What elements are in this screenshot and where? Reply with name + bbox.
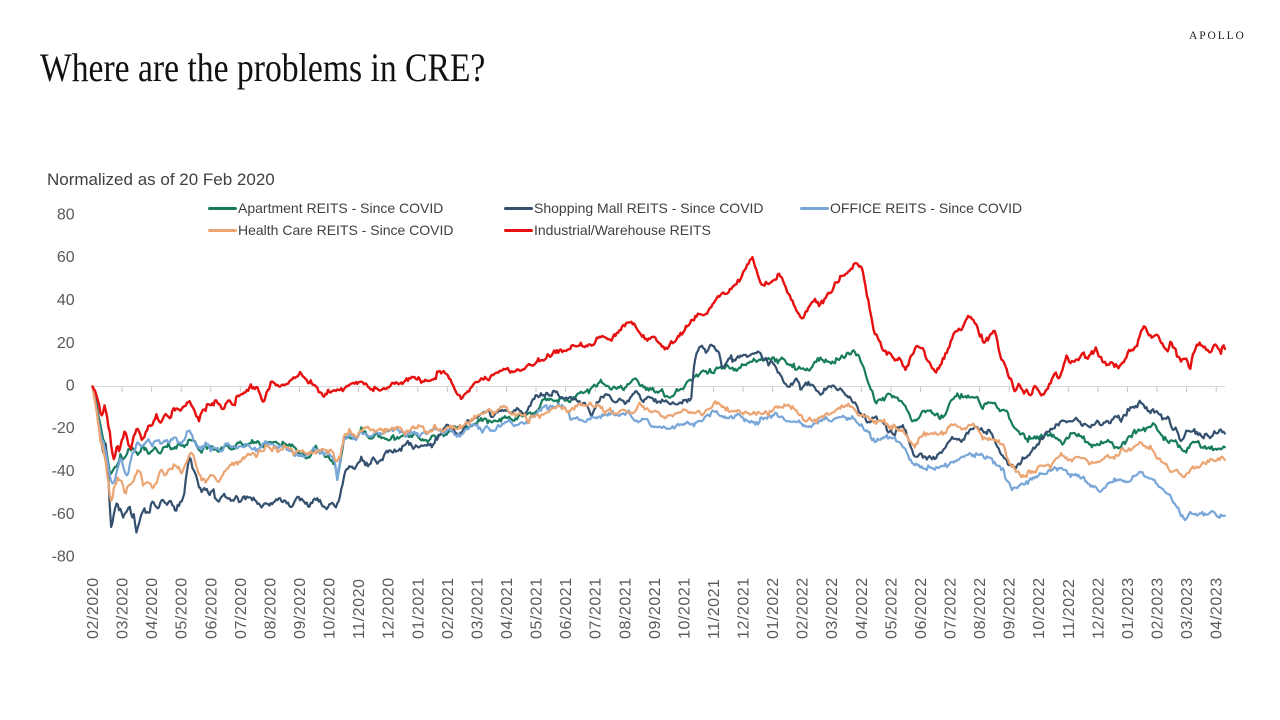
svg-text:10/2022: 10/2022 (1031, 577, 1048, 639)
svg-text:04/2020: 04/2020 (144, 577, 161, 639)
svg-text:11/2022: 11/2022 (1061, 579, 1078, 640)
svg-text:05/2022: 05/2022 (883, 577, 900, 639)
svg-text:09/2022: 09/2022 (1002, 577, 1019, 639)
svg-text:12/2022: 12/2022 (1090, 577, 1107, 639)
svg-text:06/2020: 06/2020 (203, 577, 220, 639)
svg-text:06/2021: 06/2021 (558, 577, 575, 639)
svg-text:60: 60 (57, 249, 75, 266)
svg-text:80: 80 (57, 207, 75, 224)
svg-text:04/2022: 04/2022 (854, 577, 871, 639)
svg-text:-20: -20 (52, 420, 75, 437)
svg-text:03/2022: 03/2022 (824, 577, 841, 639)
svg-text:03/2020: 03/2020 (115, 577, 132, 639)
svg-text:08/2020: 08/2020 (262, 577, 279, 639)
svg-text:-60: -60 (52, 506, 75, 523)
svg-text:06/2022: 06/2022 (913, 577, 930, 639)
svg-text:04/2023: 04/2023 (1209, 577, 1226, 639)
svg-text:20: 20 (57, 335, 75, 352)
svg-text:08/2022: 08/2022 (972, 577, 989, 639)
svg-text:12/2021: 12/2021 (736, 577, 753, 639)
svg-text:03/2023: 03/2023 (1179, 577, 1196, 639)
svg-text:02/2020: 02/2020 (85, 577, 102, 639)
svg-text:09/2021: 09/2021 (647, 577, 664, 639)
svg-text:07/2022: 07/2022 (943, 577, 960, 639)
svg-text:01/2023: 01/2023 (1120, 577, 1137, 639)
svg-text:08/2021: 08/2021 (617, 577, 634, 639)
svg-text:05/2021: 05/2021 (529, 577, 546, 639)
svg-text:12/2020: 12/2020 (381, 577, 398, 639)
svg-text:-40: -40 (52, 463, 75, 480)
svg-text:40: 40 (57, 292, 75, 309)
svg-text:07/2020: 07/2020 (233, 577, 250, 639)
svg-text:02/2021: 02/2021 (440, 577, 457, 639)
svg-text:11/2020: 11/2020 (351, 579, 368, 640)
svg-text:10/2020: 10/2020 (322, 577, 339, 639)
svg-text:10/2021: 10/2021 (676, 577, 693, 639)
svg-text:-80: -80 (52, 549, 75, 566)
svg-text:11/2021: 11/2021 (706, 579, 723, 640)
svg-text:01/2022: 01/2022 (765, 577, 782, 639)
svg-text:04/2021: 04/2021 (499, 577, 516, 639)
svg-text:03/2021: 03/2021 (469, 577, 486, 639)
svg-text:02/2022: 02/2022 (795, 577, 812, 639)
svg-text:07/2021: 07/2021 (588, 577, 605, 639)
svg-text:0: 0 (66, 378, 75, 395)
svg-text:09/2020: 09/2020 (292, 577, 309, 639)
svg-text:02/2023: 02/2023 (1150, 577, 1167, 639)
svg-text:05/2020: 05/2020 (174, 577, 191, 639)
svg-text:01/2021: 01/2021 (410, 577, 427, 639)
